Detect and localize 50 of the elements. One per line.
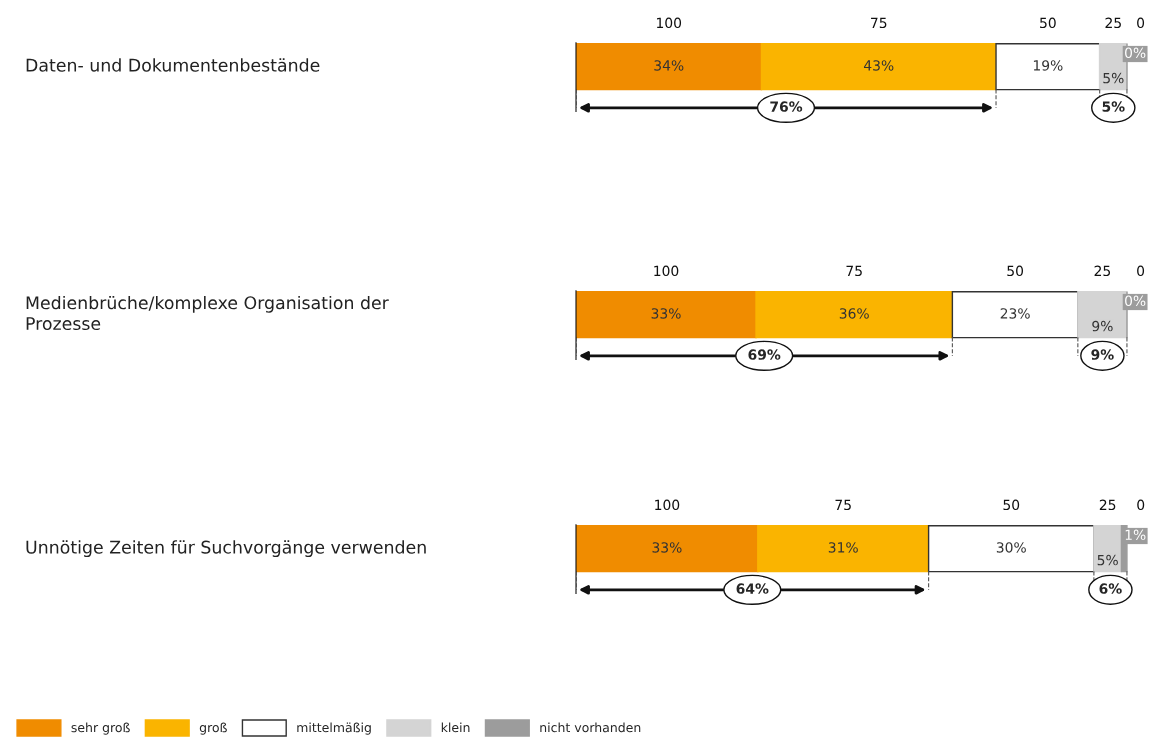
text: 50 [1040, 17, 1056, 29]
text: 100 [655, 499, 680, 511]
bar [755, 291, 954, 339]
data-label: 33% [652, 542, 682, 553]
data-label: 0% [1125, 47, 1146, 59]
bar [760, 43, 997, 91]
y-tick-label: Unnötige Zeiten für Suchvorgänge verwenden [26, 540, 426, 558]
annotation: 76% [770, 101, 803, 112]
text: 50 [1003, 499, 1020, 511]
text: 25 [1105, 17, 1121, 29]
text: 75 [871, 17, 887, 29]
data-label: 23% [1000, 308, 1030, 319]
data-label: 9% [1092, 320, 1113, 332]
data-label: 30% [996, 542, 1026, 553]
legend-label: sehr groß [71, 722, 130, 735]
bar [576, 525, 759, 573]
text: 75 [846, 265, 862, 277]
legend-label: nicht vorhanden [540, 722, 641, 733]
legend-label: groß [199, 722, 227, 735]
text: 100 [657, 17, 682, 29]
text: 0 [1137, 265, 1145, 277]
data-label: 33% [651, 308, 681, 319]
bar [576, 291, 757, 339]
legend-label: mittelmäßig [297, 722, 371, 735]
text: 0 [1137, 499, 1145, 511]
data-label: 43% [863, 60, 894, 71]
legend-label: klein [441, 722, 470, 733]
data-label: 36% [839, 308, 869, 319]
y-tick-label: Daten- und Dokumentenbestände [26, 58, 320, 72]
annotation: 9% [1091, 349, 1114, 360]
data-label: 5% [1103, 72, 1124, 84]
data-label: 31% [828, 542, 858, 553]
data-label: 34% [654, 60, 684, 71]
annotation: 64% [736, 583, 769, 594]
data-label: 5% [1097, 554, 1118, 566]
text: 75 [835, 499, 851, 511]
text: 50 [1007, 265, 1024, 277]
bar [757, 525, 930, 573]
data-label: 1% [1125, 529, 1146, 541]
y-tick-label: Medienbrüche/komplexe Organisation der Prozesse [26, 295, 389, 331]
annotation: 69% [748, 349, 781, 360]
text: 100 [654, 265, 679, 277]
data-label: 0% [1125, 295, 1146, 307]
annotation: 6% [1099, 583, 1122, 594]
data-label: 19% [1033, 60, 1063, 71]
text: 25 [1094, 265, 1111, 277]
text: 25 [1099, 499, 1116, 511]
text: 0 [1137, 17, 1145, 29]
annotation: 5% [1102, 101, 1125, 112]
bar [576, 43, 763, 91]
